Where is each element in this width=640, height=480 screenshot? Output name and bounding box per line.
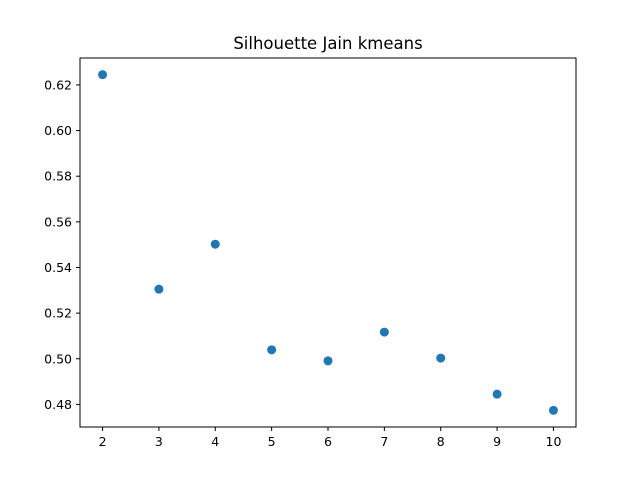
y-axis: 0.48 0.50 0.52 0.54 0.56 0.58 0.60 0.62	[44, 77, 80, 412]
x-tick-label: 8	[437, 434, 445, 449]
x-tick-label: 10	[546, 434, 562, 449]
data-point	[492, 389, 502, 399]
x-tick-label: 3	[155, 434, 163, 449]
data-point	[379, 327, 389, 337]
data-point	[436, 353, 446, 363]
y-tick-label: 0.50	[44, 351, 72, 366]
y-tick-label: 0.58	[44, 169, 72, 184]
y-tick-label: 0.54	[44, 260, 72, 275]
chart-title: Silhouette Jain kmeans	[233, 34, 422, 53]
y-tick-label: 0.52	[44, 306, 72, 321]
y-tick-label: 0.56	[44, 214, 72, 229]
scatter-points	[98, 70, 558, 415]
data-point	[98, 70, 108, 80]
x-axis: 2 3 4 5 6 7 8 9 10	[99, 427, 562, 449]
data-point	[154, 284, 164, 294]
x-tick-label: 4	[211, 434, 219, 449]
y-tick-label: 0.48	[44, 397, 72, 412]
plot-area: 2 3 4 5 6 7 8 9 10 0.480.500.520.540.560.580.600…	[44, 57, 577, 449]
data-point	[323, 356, 333, 366]
y-tick-label: 0.62	[44, 77, 72, 92]
x-tick-label: 9	[493, 434, 501, 449]
data-point	[210, 239, 220, 249]
data-point	[548, 405, 558, 415]
data-point	[267, 345, 277, 355]
y-tick-label: 0.60	[44, 123, 72, 138]
x-tick-label: 6	[324, 434, 332, 449]
x-tick-label: 2	[99, 434, 107, 449]
x-tick-label: 5	[268, 434, 276, 449]
x-tick-label: 7	[380, 434, 388, 449]
